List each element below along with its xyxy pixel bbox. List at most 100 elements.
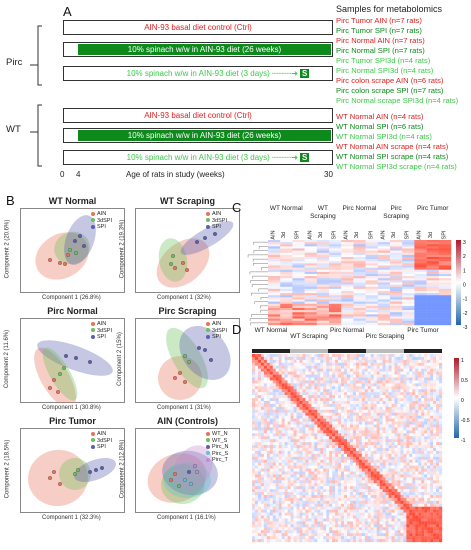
correlation-cell xyxy=(415,450,419,455)
correlation-cell xyxy=(335,486,339,490)
correlation-cell xyxy=(385,521,389,525)
heatmap-cell xyxy=(268,286,281,290)
correlation-cell xyxy=(302,539,306,543)
heatmap-cell xyxy=(268,263,281,266)
correlation-cell xyxy=(332,409,336,413)
correlation-cell xyxy=(269,383,273,387)
correlation-cell xyxy=(266,436,270,440)
correlation-cell xyxy=(355,389,360,393)
correlation-cell xyxy=(329,497,333,502)
correlation-cell xyxy=(263,477,267,481)
correlation-cell xyxy=(397,389,401,393)
heatmap-cell xyxy=(438,280,452,283)
correlation-cell xyxy=(269,486,273,490)
correlation-cell xyxy=(293,450,297,455)
correlation-cell xyxy=(409,371,413,375)
correlation-cell xyxy=(305,354,309,358)
correlation-cell xyxy=(326,383,330,387)
correlation-cell xyxy=(364,533,368,537)
correlation-cell xyxy=(430,486,434,490)
correlation-cell xyxy=(329,389,333,393)
heatmap-cell xyxy=(426,295,439,298)
correlation-cell xyxy=(311,527,315,531)
correlation-cell xyxy=(376,465,380,469)
sample-entry: WT Normal SPI3d (n=4 rats) xyxy=(336,132,432,141)
correlation-cell xyxy=(370,436,374,440)
correlation-cell xyxy=(430,503,434,507)
heatmap-cell xyxy=(280,267,293,270)
heatmap-cell xyxy=(414,295,427,298)
correlation-cell xyxy=(391,456,395,460)
correlation-cell xyxy=(329,427,333,431)
correlation-cell xyxy=(311,427,315,431)
correlation-cell xyxy=(388,497,392,502)
correlation-cell xyxy=(341,427,345,431)
correlation-cell xyxy=(308,392,312,396)
correlation-cell xyxy=(400,418,404,422)
color-scale-tick: 1 xyxy=(463,268,466,274)
heatmap-cell xyxy=(280,314,293,317)
correlation-cell xyxy=(317,503,321,507)
legend-item: WT_S xyxy=(206,438,229,445)
correlation-cell xyxy=(290,489,294,493)
correlation-cell xyxy=(403,521,407,525)
correlation-cell xyxy=(296,506,300,510)
correlation-cell xyxy=(433,448,437,452)
correlation-cell xyxy=(370,483,374,487)
correlation-cell xyxy=(284,392,288,396)
correlation-cell xyxy=(385,530,389,534)
correlation-cell xyxy=(352,362,357,366)
correlation-cell xyxy=(349,380,354,384)
correlation-cell xyxy=(415,412,419,416)
correlation-cell xyxy=(400,415,404,419)
correlation-cell xyxy=(388,374,392,378)
correlation-cell xyxy=(314,418,318,422)
correlation-cell xyxy=(260,465,265,469)
correlation-cell xyxy=(424,383,428,387)
correlation-cell xyxy=(308,462,312,466)
correlation-cell xyxy=(347,433,351,437)
correlation-cell xyxy=(364,536,368,540)
correlation-cell xyxy=(376,430,380,434)
correlation-cell xyxy=(341,386,345,390)
correlation-cell xyxy=(266,403,270,408)
correlation-cell xyxy=(326,521,330,525)
heatmap-cell xyxy=(268,299,281,302)
correlation-cell xyxy=(403,465,407,469)
correlation-cell xyxy=(320,415,324,419)
correlation-cell xyxy=(290,492,294,496)
correlation-cell xyxy=(415,403,419,408)
heatmap-cell xyxy=(292,297,305,300)
correlation-cell xyxy=(352,442,357,446)
correlation-cell xyxy=(278,533,282,537)
correlation-cell xyxy=(275,539,279,543)
correlation-cell xyxy=(433,450,437,455)
correlation-cell xyxy=(349,354,354,358)
correlation-cell xyxy=(281,436,285,440)
correlation-cell xyxy=(254,486,259,490)
correlation-cell xyxy=(263,509,267,513)
correlation-cell xyxy=(254,374,259,378)
correlation-cell xyxy=(272,480,276,484)
correlation-cell xyxy=(341,462,345,466)
heatmap-cell xyxy=(268,308,281,311)
correlation-cell xyxy=(254,474,259,478)
correlation-cell xyxy=(278,492,282,496)
correlation-cell xyxy=(430,356,434,361)
correlation-cell xyxy=(269,450,273,455)
correlation-cell xyxy=(409,356,413,361)
diet-label: 10% spinach w/w in AIN-93 diet (26 weeks… xyxy=(127,131,282,140)
correlation-cell xyxy=(347,495,351,499)
correlation-cell xyxy=(436,418,440,422)
correlation-cell xyxy=(391,433,395,437)
correlation-cell xyxy=(338,456,342,460)
correlation-cell xyxy=(344,480,348,484)
correlation-cell xyxy=(355,486,360,490)
dendrogram-branch xyxy=(254,301,268,305)
correlation-cell xyxy=(376,412,380,416)
correlation-cell xyxy=(370,465,374,469)
heatmap-cell xyxy=(353,312,366,315)
correlation-cell xyxy=(418,471,422,475)
correlation-cell xyxy=(430,489,434,493)
correlation-cell xyxy=(373,468,377,472)
